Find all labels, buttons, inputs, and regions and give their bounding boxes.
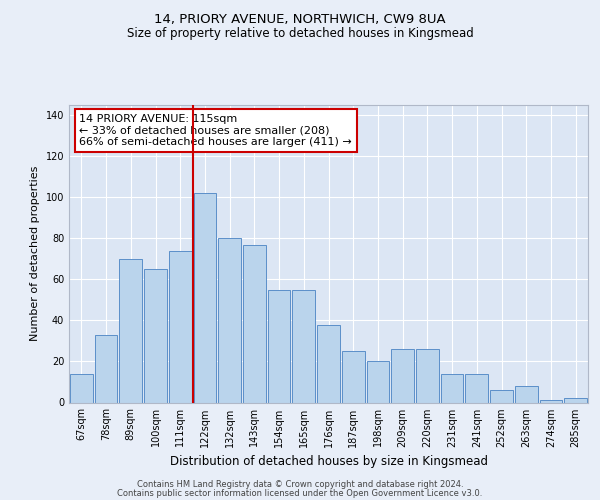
Bar bbox=[539, 400, 562, 402]
Text: Size of property relative to detached houses in Kingsmead: Size of property relative to detached ho… bbox=[127, 28, 473, 40]
Y-axis label: Number of detached properties: Number of detached properties bbox=[30, 166, 40, 342]
Bar bbox=[342, 351, 365, 403]
Bar bbox=[367, 362, 389, 403]
X-axis label: Distribution of detached houses by size in Kingsmead: Distribution of detached houses by size … bbox=[170, 455, 487, 468]
Bar bbox=[416, 349, 439, 403]
Text: Contains HM Land Registry data © Crown copyright and database right 2024.: Contains HM Land Registry data © Crown c… bbox=[137, 480, 463, 489]
Bar bbox=[292, 290, 315, 403]
Bar bbox=[218, 238, 241, 402]
Bar bbox=[119, 259, 142, 402]
Bar bbox=[515, 386, 538, 402]
Text: Contains public sector information licensed under the Open Government Licence v3: Contains public sector information licen… bbox=[118, 489, 482, 498]
Bar bbox=[441, 374, 463, 402]
Bar bbox=[268, 290, 290, 403]
Bar bbox=[169, 250, 191, 402]
Bar bbox=[194, 193, 216, 402]
Bar bbox=[466, 374, 488, 402]
Text: 14, PRIORY AVENUE, NORTHWICH, CW9 8UA: 14, PRIORY AVENUE, NORTHWICH, CW9 8UA bbox=[154, 12, 446, 26]
Bar bbox=[564, 398, 587, 402]
Text: 14 PRIORY AVENUE: 115sqm
← 33% of detached houses are smaller (208)
66% of semi-: 14 PRIORY AVENUE: 115sqm ← 33% of detach… bbox=[79, 114, 352, 147]
Bar bbox=[70, 374, 93, 402]
Bar bbox=[144, 269, 167, 402]
Bar bbox=[317, 324, 340, 402]
Bar bbox=[95, 335, 118, 402]
Bar bbox=[243, 244, 266, 402]
Bar bbox=[490, 390, 513, 402]
Bar bbox=[391, 349, 414, 403]
